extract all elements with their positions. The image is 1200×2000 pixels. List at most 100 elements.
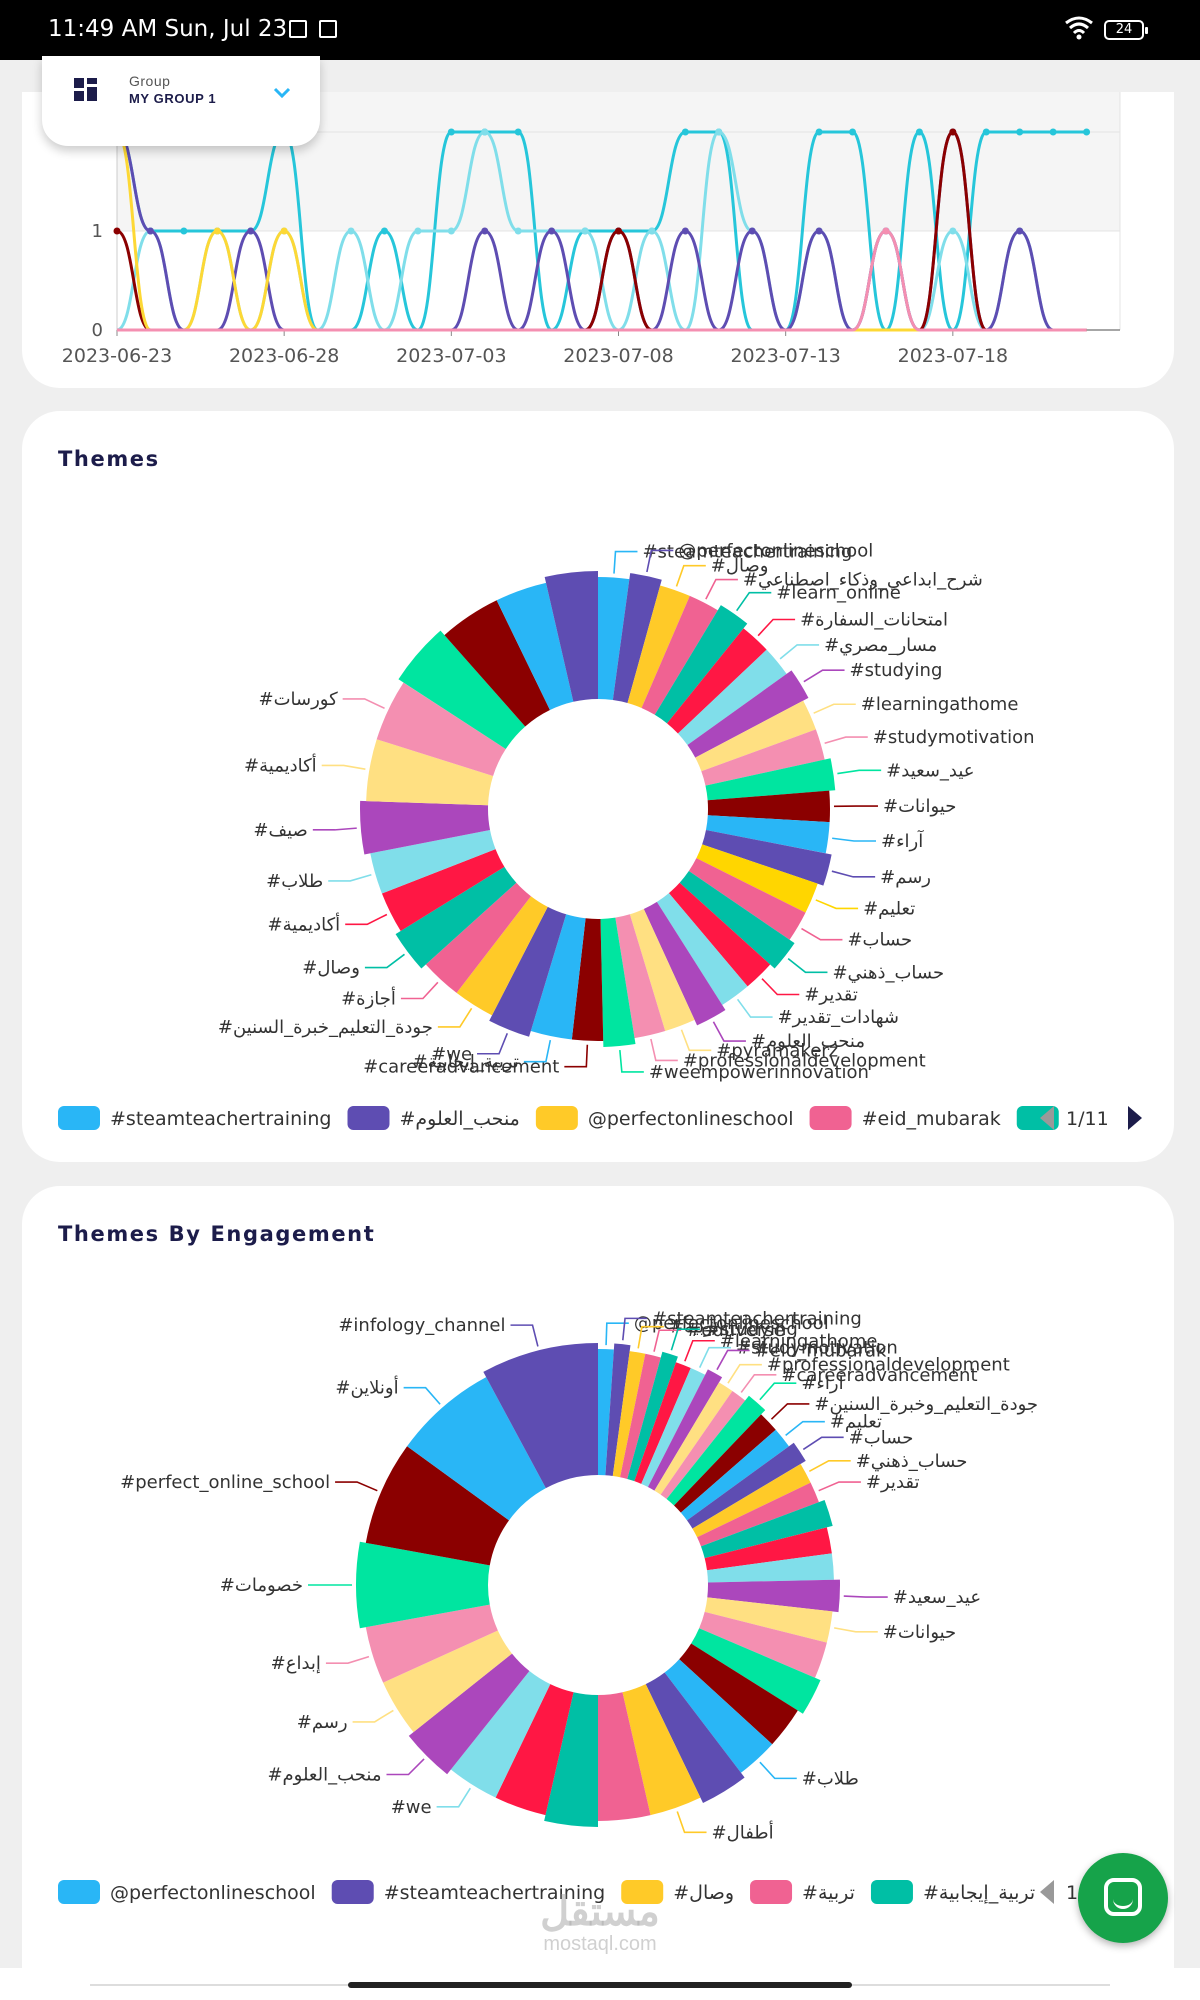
pie-slice <box>627 585 690 708</box>
pie-slice <box>444 600 550 727</box>
label-leader <box>436 1787 471 1808</box>
data-point <box>514 227 522 235</box>
slice-label: #منحب_العلوم <box>267 1765 381 1786</box>
pie-slice <box>370 830 496 894</box>
pie-slice <box>489 906 567 1037</box>
legend-swatch <box>621 1880 664 1904</box>
label-leader <box>736 591 772 612</box>
pie-slice <box>627 1351 678 1482</box>
pie-slice <box>641 595 718 715</box>
slice-label: #صيف <box>253 820 307 841</box>
slice-label: #حساب <box>849 1427 914 1448</box>
label-leader <box>736 998 773 1018</box>
pie-slice <box>571 918 604 1041</box>
pie-slice <box>641 1367 706 1487</box>
slice-label: #عيد_سعيد <box>893 1587 981 1608</box>
label-leader <box>345 913 388 926</box>
label-leader <box>680 1029 712 1052</box>
pie-slice <box>381 849 505 932</box>
slice-label: #حساب <box>847 930 912 951</box>
slice-label: @perfectonlineschool <box>678 540 873 561</box>
slice-label: #professionaldevelopment <box>767 1355 1010 1376</box>
x-tick-label: 2023-07-18 <box>898 345 1008 367</box>
pie-slice <box>365 1446 510 1566</box>
label-leader <box>813 703 856 714</box>
data-point <box>748 227 756 235</box>
slice-label: #آراء <box>881 829 924 852</box>
navigation-bar <box>0 1968 1200 2000</box>
slice-label: #جودة_التعليم_خبرة_السنين <box>218 1017 433 1038</box>
pie-slice <box>674 1414 776 1513</box>
slice-label: #professionaldevelopment <box>683 1050 926 1071</box>
home-handle[interactable] <box>348 1982 852 1988</box>
label-leader <box>321 764 366 770</box>
themes-pie-chart: #steamteachertraining@perfectonlineschoo… <box>58 540 1142 1130</box>
label-leader <box>832 837 877 842</box>
pie-slice <box>407 1377 546 1521</box>
slice-label: #وصال <box>711 556 769 577</box>
slice-label: #تعليم <box>830 1412 882 1433</box>
label-leader <box>818 1481 861 1492</box>
pie-slice <box>680 1429 789 1521</box>
label-leader <box>676 1811 707 1834</box>
pie-slice <box>615 914 666 1039</box>
pie-slice <box>707 790 830 823</box>
data-point <box>347 227 355 235</box>
pie-slice <box>707 1579 840 1613</box>
slice-label: #studymotivation <box>873 727 1035 748</box>
label-leader <box>386 1758 425 1776</box>
legend-entry: #تربية_إيجابية <box>923 1882 1035 1905</box>
slice-label: #أكاديمية <box>268 912 341 935</box>
label-leader <box>801 927 843 941</box>
data-point <box>514 128 522 136</box>
label-leader <box>815 899 859 910</box>
label-leader <box>477 1033 509 1055</box>
wifi-icon <box>1065 16 1093 40</box>
slice-label: #تقدير <box>866 1472 920 1493</box>
pie-slice <box>612 573 662 704</box>
label-leader <box>653 1329 682 1352</box>
pie-slice <box>598 1692 651 1821</box>
pie-slice <box>691 1628 821 1714</box>
label-leader <box>352 1709 394 1723</box>
facebook-icon <box>289 20 307 38</box>
y-tick-label: 0 <box>92 320 103 341</box>
data-point <box>548 227 556 235</box>
pie-slice <box>679 871 795 969</box>
legend-prev-icon <box>1040 1106 1054 1130</box>
data-point <box>113 227 121 235</box>
chat-button[interactable] <box>1078 1853 1168 1943</box>
themes-engagement-title: Themes By Engagement <box>58 1222 376 1246</box>
pie-slice <box>425 882 531 993</box>
pie-slice <box>656 893 748 1005</box>
pie-slice <box>701 729 825 786</box>
slice-label: #studymotivation <box>736 1338 898 1359</box>
label-leader <box>684 1339 715 1362</box>
themes-card: Themes #steamteachertraining @perfectonli… <box>22 411 1174 1162</box>
slice-label: #حساب_ذهني <box>856 1451 968 1472</box>
slice-label: #steamteachertraining <box>642 542 852 563</box>
chat-icon <box>1104 1878 1142 1916</box>
pie-slice <box>598 577 630 701</box>
group-selector[interactable]: Group MY GROUP 1 <box>42 56 320 146</box>
label-leader <box>727 1363 762 1384</box>
slice-label: #تعليم <box>863 898 915 919</box>
pie-slice <box>666 1395 766 1506</box>
slice-label: #careeradvancement <box>363 1057 559 1078</box>
slice-label: #eid_mubarak <box>755 1340 887 1361</box>
label-leader <box>759 1382 797 1401</box>
label-leader <box>675 564 706 587</box>
slice-label: #أجازة <box>341 987 396 1010</box>
data-point <box>648 227 656 235</box>
x-tick-label: 2023-06-28 <box>229 345 339 367</box>
data-point <box>982 128 990 136</box>
slice-label: #أطفال <box>712 1820 774 1843</box>
legend-prev-icon <box>1040 1880 1054 1904</box>
data-point <box>146 227 154 235</box>
legend-entry: #eid_mubarak <box>862 1108 1001 1130</box>
data-point <box>1083 128 1091 136</box>
x-tick-label: 2023-07-03 <box>396 345 506 367</box>
pie-slice <box>544 1692 598 1827</box>
data-point <box>247 227 255 235</box>
chevron-down-icon[interactable] <box>272 86 292 100</box>
